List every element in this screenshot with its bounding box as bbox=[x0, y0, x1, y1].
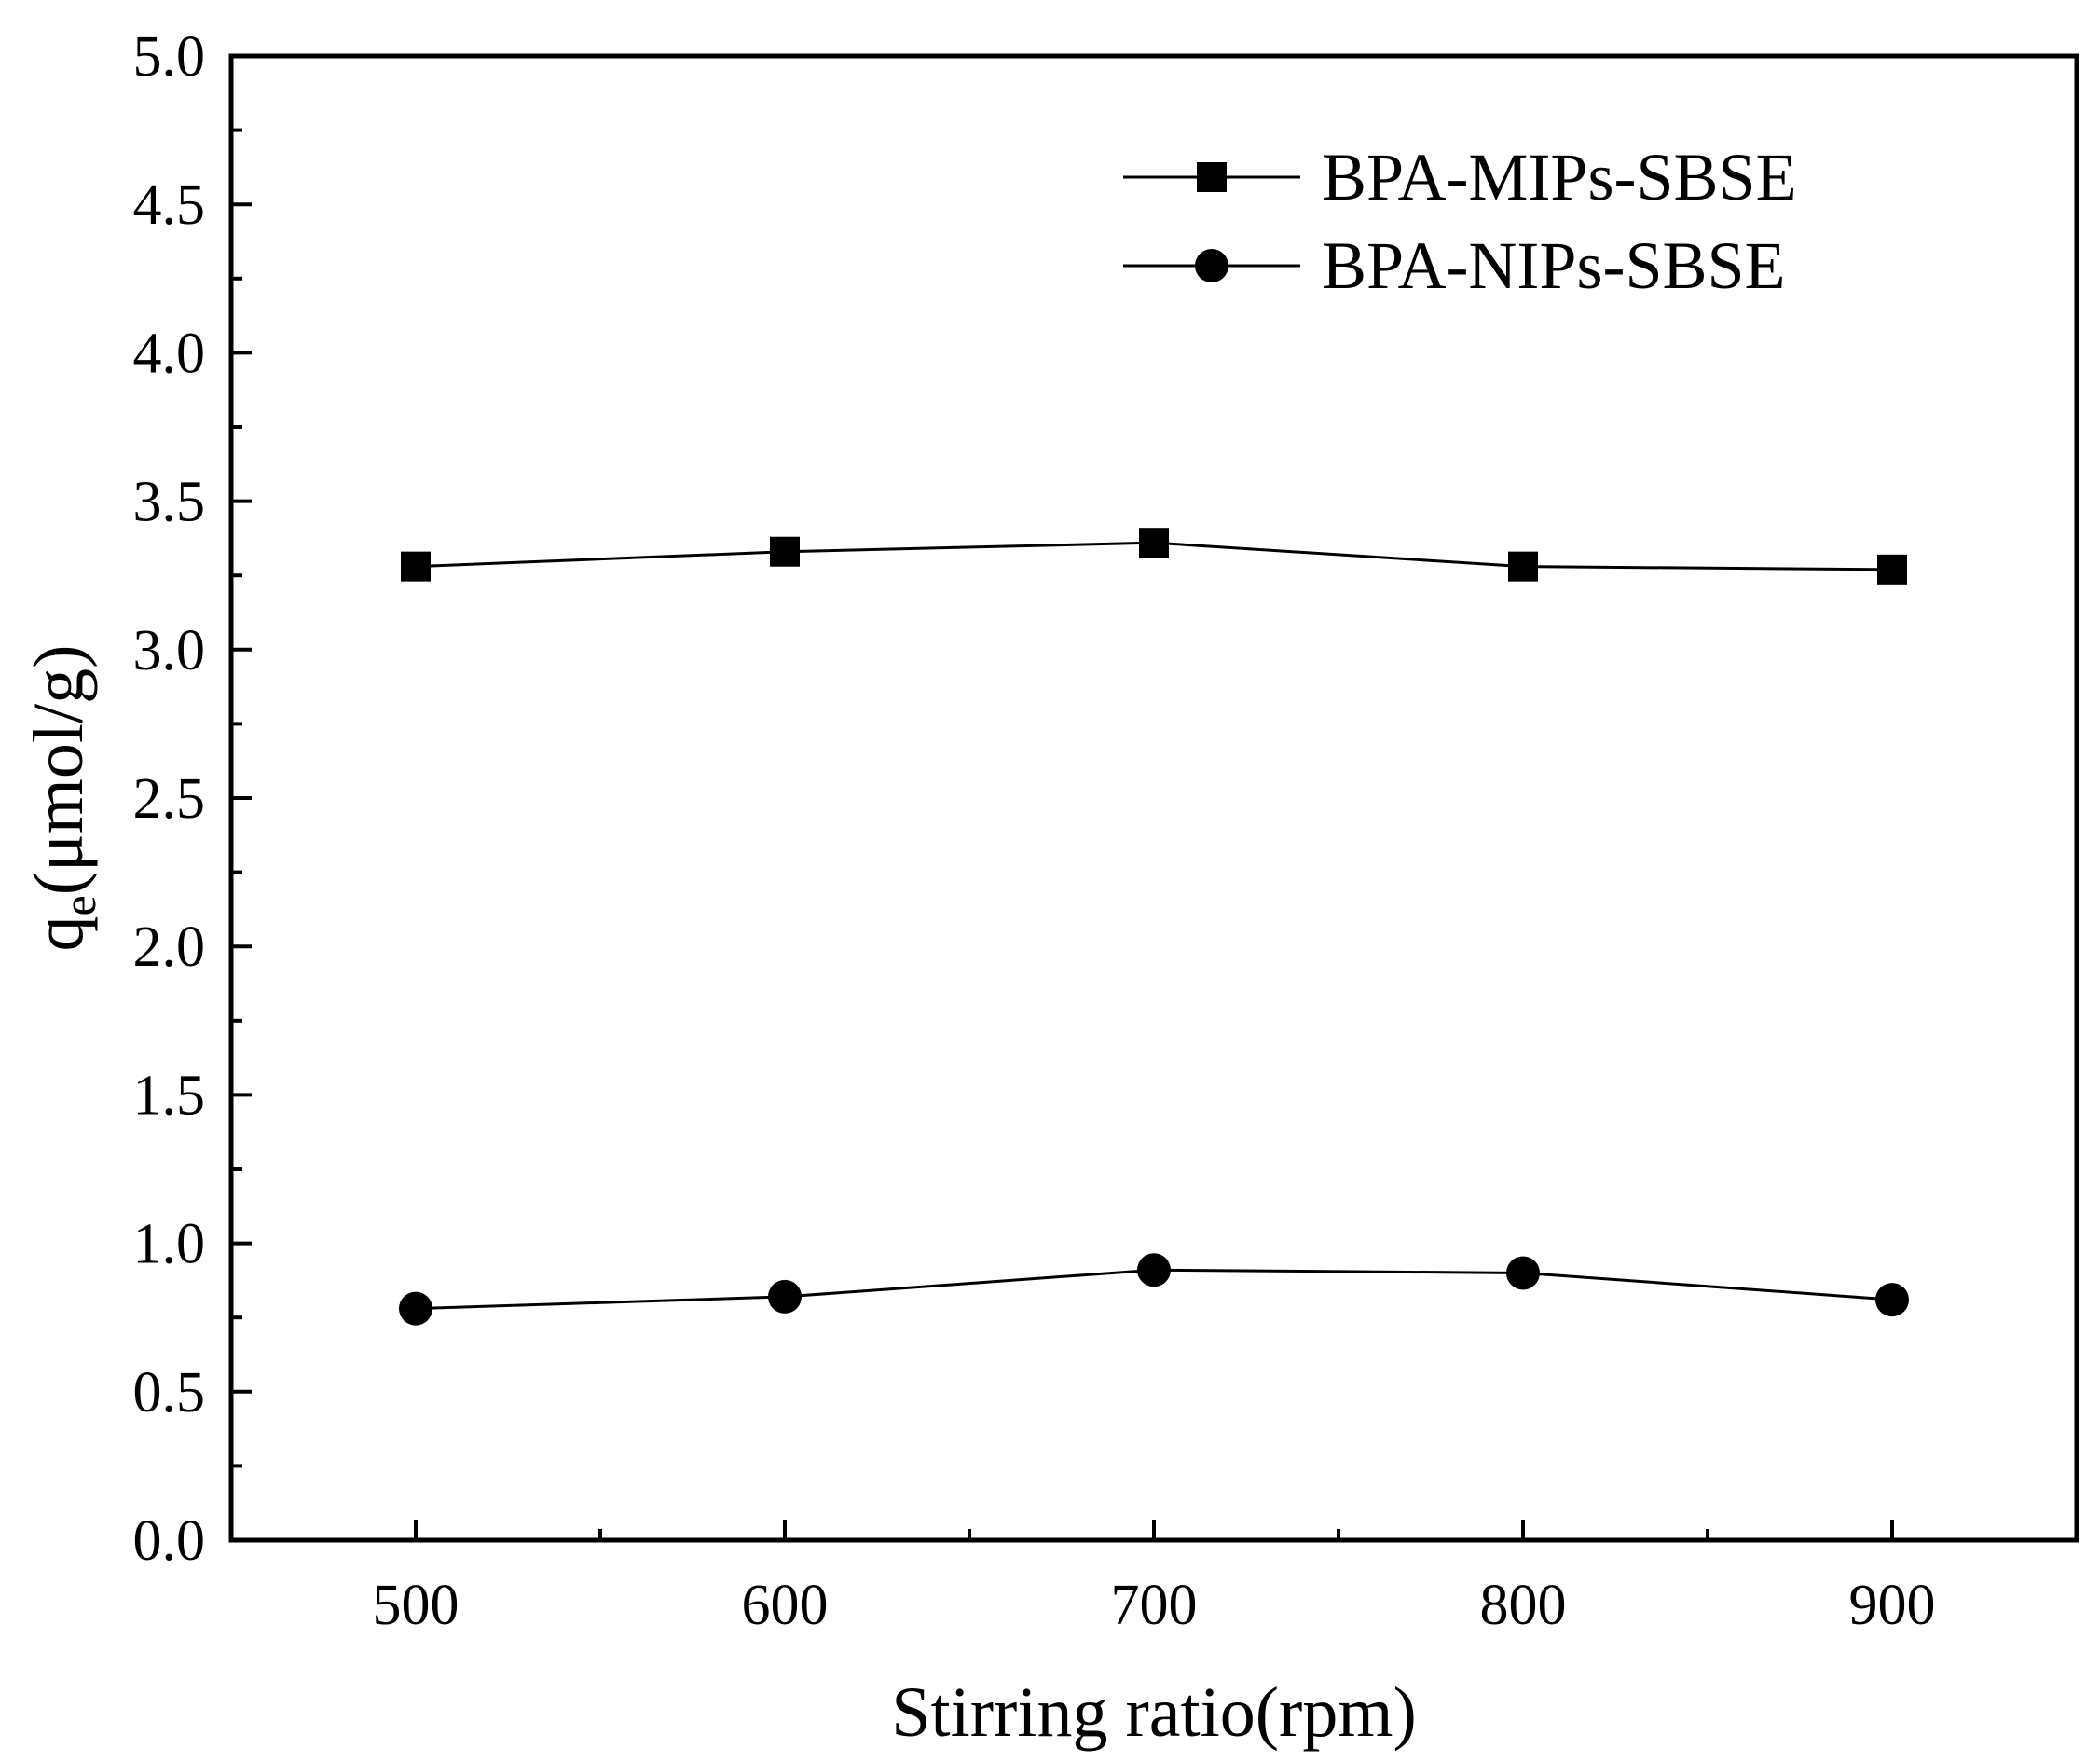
data-point bbox=[1875, 1283, 1909, 1317]
y-axis-title-subscript: e bbox=[53, 895, 105, 915]
x-tick-label: 800 bbox=[1480, 1574, 1567, 1637]
y-tick-label: 4.5 bbox=[133, 173, 206, 237]
legend-label: BPA-NIPs-SBSE bbox=[1322, 228, 1786, 303]
series-0 bbox=[401, 528, 1907, 585]
data-point bbox=[1508, 551, 1538, 582]
legend-label: BPA-MIPs-SBSE bbox=[1322, 140, 1797, 214]
data-point bbox=[768, 1279, 802, 1314]
x-axis-title: Stirring ratio(rpm) bbox=[891, 1673, 1417, 1752]
y-axis-title-base: q bbox=[20, 915, 98, 951]
series-1 bbox=[399, 1253, 1909, 1326]
x-axis-ticks: 500 600 700 800 900 bbox=[373, 1520, 1936, 1637]
y-tick-label: 5.0 bbox=[133, 25, 206, 89]
x-tick-label: 900 bbox=[1849, 1574, 1936, 1637]
data-point bbox=[399, 1291, 432, 1326]
data-point bbox=[770, 536, 800, 567]
x-tick-label: 600 bbox=[742, 1574, 829, 1637]
y-tick-label: 3.5 bbox=[133, 471, 206, 534]
y-tick-label: 2.0 bbox=[133, 915, 206, 979]
plot-frame bbox=[228, 53, 2079, 1543]
legend-marker bbox=[1195, 249, 1228, 282]
y-tick-label: 0.5 bbox=[133, 1361, 206, 1425]
y-axis-title: qe(μmol/g) bbox=[20, 645, 105, 952]
series-layer bbox=[399, 528, 1909, 1326]
legend: BPA-MIPs-SBSE BPA-NIPs-SBSE bbox=[1123, 140, 1797, 303]
legend-item: BPA-MIPs-SBSE bbox=[1123, 140, 1797, 214]
y-axis-title-unit: (μmol/g) bbox=[20, 645, 98, 896]
y-tick-label: 1.5 bbox=[133, 1064, 206, 1127]
data-point bbox=[1137, 1253, 1171, 1287]
data-point bbox=[1877, 554, 1907, 585]
y-tick-label: 4.0 bbox=[133, 322, 206, 385]
y-tick-label: 2.5 bbox=[133, 767, 206, 831]
x-tick-label: 500 bbox=[373, 1574, 460, 1637]
x-tick-label: 700 bbox=[1111, 1574, 1198, 1637]
y-tick-label: 0.0 bbox=[133, 1509, 206, 1573]
data-point bbox=[1506, 1256, 1540, 1290]
data-point bbox=[1139, 528, 1169, 558]
y-tick-label: 3.0 bbox=[133, 619, 206, 682]
legend-item: BPA-NIPs-SBSE bbox=[1123, 228, 1786, 303]
data-point bbox=[401, 551, 431, 582]
y-tick-label: 1.0 bbox=[133, 1213, 206, 1276]
y-axis-ticks: 0.0 0.5 1.0 1.5 2.0 2.5 3.0 3.5 4.0 4.5 5.0 bbox=[133, 25, 252, 1573]
legend-marker bbox=[1197, 162, 1227, 192]
